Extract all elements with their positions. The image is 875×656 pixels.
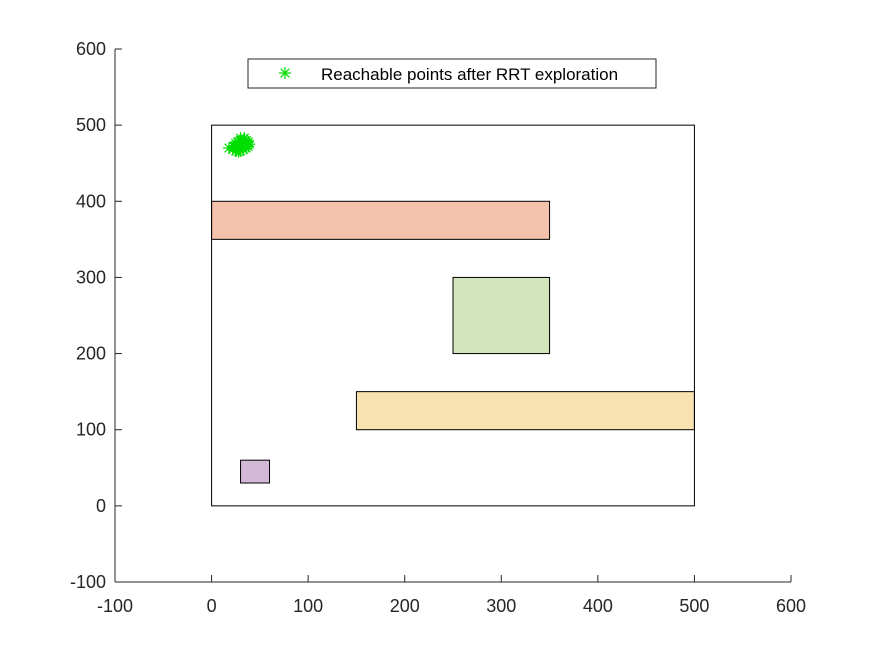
legend-asterisk-icon xyxy=(279,67,291,79)
obstacles xyxy=(211,200,695,484)
y-tick-label: 100 xyxy=(76,420,106,440)
x-tick-label: 200 xyxy=(390,596,420,616)
legend-marker-asterisk-icon xyxy=(279,67,291,79)
reachable-points-series xyxy=(222,132,256,158)
x-tick-label: 0 xyxy=(207,596,217,616)
workspace-boundary xyxy=(211,124,695,507)
obstacle-rect xyxy=(355,391,695,431)
obstacle-rect xyxy=(452,276,551,355)
y-tick-label: 500 xyxy=(76,115,106,135)
legend-label: Reachable points after RRT exploration xyxy=(321,65,618,84)
x-tick-label: -100 xyxy=(97,596,133,616)
legend-box xyxy=(247,58,657,89)
obstacle-rect xyxy=(211,200,551,240)
y-tick-label: 0 xyxy=(96,496,106,516)
y-tick-label: 200 xyxy=(76,344,106,364)
legend: Reachable points after RRT exploration xyxy=(247,58,657,89)
y-tick-label: -100 xyxy=(70,572,106,592)
data-point xyxy=(230,144,243,157)
data-point xyxy=(238,132,251,145)
x-tick-label: 500 xyxy=(679,596,709,616)
y-axis-ticks: -100 0 100 200 300 400 500 600 xyxy=(70,39,122,592)
x-axis-ticks: -100 0 100 200 300 400 500 600 xyxy=(97,575,806,616)
x-tick-label: 600 xyxy=(776,596,806,616)
x-tick-label: 300 xyxy=(486,596,516,616)
y-tick-label: 400 xyxy=(76,191,106,211)
data-point xyxy=(240,138,253,151)
obstacle-rect xyxy=(240,459,271,484)
x-tick-label: 400 xyxy=(583,596,613,616)
x-tick-label: 100 xyxy=(293,596,323,616)
y-tick-label: 300 xyxy=(76,267,106,287)
axes: -100 0 100 200 300 400 500 600 -100 0 100 200 300 40… xyxy=(70,39,806,616)
y-tick-label: 600 xyxy=(76,39,106,59)
